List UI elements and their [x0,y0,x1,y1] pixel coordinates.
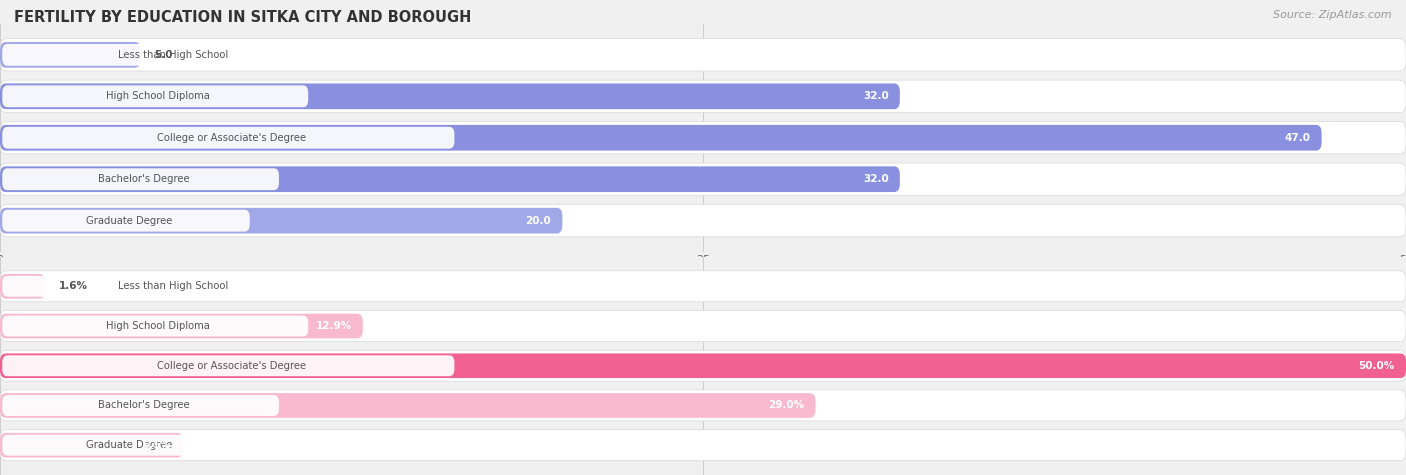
Text: Less than High School: Less than High School [118,50,228,60]
FancyBboxPatch shape [0,350,1406,381]
FancyBboxPatch shape [0,433,183,457]
Text: College or Associate's Degree: College or Associate's Degree [156,133,305,143]
Text: 5.0: 5.0 [155,50,173,60]
FancyBboxPatch shape [3,355,454,376]
Text: 32.0: 32.0 [863,174,889,184]
FancyBboxPatch shape [3,395,278,416]
Text: Graduate Degree: Graduate Degree [86,216,172,226]
Text: 1.6%: 1.6% [59,281,89,291]
FancyBboxPatch shape [0,314,363,338]
Text: Graduate Degree: Graduate Degree [86,440,172,450]
FancyBboxPatch shape [0,393,815,418]
FancyBboxPatch shape [3,315,308,336]
FancyBboxPatch shape [0,122,1406,154]
Text: Bachelor's Degree: Bachelor's Degree [97,174,190,184]
FancyBboxPatch shape [0,311,1406,342]
Text: Source: ZipAtlas.com: Source: ZipAtlas.com [1274,10,1392,19]
Text: 47.0: 47.0 [1285,133,1310,143]
FancyBboxPatch shape [0,274,45,299]
FancyBboxPatch shape [0,125,1322,151]
FancyBboxPatch shape [0,208,562,234]
FancyBboxPatch shape [0,271,1406,302]
FancyBboxPatch shape [0,80,1406,113]
FancyBboxPatch shape [3,210,250,232]
FancyBboxPatch shape [0,84,900,109]
FancyBboxPatch shape [3,276,337,297]
Text: High School Diploma: High School Diploma [105,321,209,331]
FancyBboxPatch shape [3,435,250,456]
Text: 50.0%: 50.0% [1358,361,1395,371]
Text: High School Diploma: High School Diploma [105,91,209,101]
Text: 6.5%: 6.5% [142,440,172,450]
FancyBboxPatch shape [0,42,141,68]
FancyBboxPatch shape [3,86,308,107]
Text: Less than High School: Less than High School [118,281,228,291]
Text: 32.0: 32.0 [863,91,889,101]
Text: College or Associate's Degree: College or Associate's Degree [156,361,305,371]
Text: 20.0: 20.0 [526,216,551,226]
FancyBboxPatch shape [3,168,278,190]
FancyBboxPatch shape [0,390,1406,421]
FancyBboxPatch shape [0,38,1406,71]
Text: FERTILITY BY EDUCATION IN SITKA CITY AND BOROUGH: FERTILITY BY EDUCATION IN SITKA CITY AND… [14,10,471,25]
FancyBboxPatch shape [0,163,1406,195]
Text: Bachelor's Degree: Bachelor's Degree [97,400,190,410]
Text: 12.9%: 12.9% [315,321,352,331]
FancyBboxPatch shape [0,205,1406,237]
Text: 29.0%: 29.0% [768,400,804,410]
FancyBboxPatch shape [0,166,900,192]
FancyBboxPatch shape [0,353,1406,378]
FancyBboxPatch shape [0,430,1406,461]
FancyBboxPatch shape [3,127,454,149]
FancyBboxPatch shape [3,44,337,66]
